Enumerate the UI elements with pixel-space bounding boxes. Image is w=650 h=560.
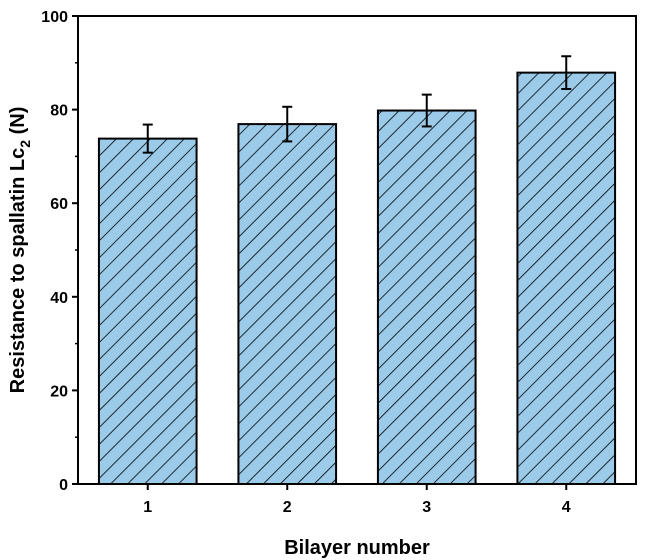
bars-group — [97, 71, 617, 486]
y-tick-label-40: 40 — [50, 290, 68, 307]
bar-2 — [237, 123, 338, 485]
y-tick-label-80: 80 — [50, 103, 68, 120]
y-tick-label-60: 60 — [50, 196, 68, 213]
bar-3 — [376, 109, 477, 485]
x-tick-label-4: 4 — [562, 499, 571, 516]
bar-1 — [97, 137, 198, 485]
y-tick-label-20: 20 — [50, 383, 68, 400]
y-axis-title-unit: (N) — [7, 107, 29, 140]
y-axis-ticks: 0 20 40 60 80 100 — [41, 9, 78, 494]
y-tick-label-0: 0 — [59, 477, 68, 494]
error-bars-group — [142, 55, 572, 154]
y-axis-title-main: Resistance to spallatin Lc — [7, 148, 29, 394]
x-axis-title: Bilayer number — [284, 537, 430, 559]
x-tick-label-2: 2 — [283, 499, 292, 516]
x-axis-ticks: 1 2 3 4 — [143, 484, 571, 516]
bar-4 — [516, 71, 617, 486]
x-tick-label-3: 3 — [422, 499, 431, 516]
y-axis-title-subscript: 2 — [17, 140, 33, 148]
y-axis-title: Resistance to spallatin Lc2 (N) — [7, 107, 33, 394]
y-tick-label-100: 100 — [41, 9, 68, 26]
x-tick-label-1: 1 — [143, 499, 152, 516]
